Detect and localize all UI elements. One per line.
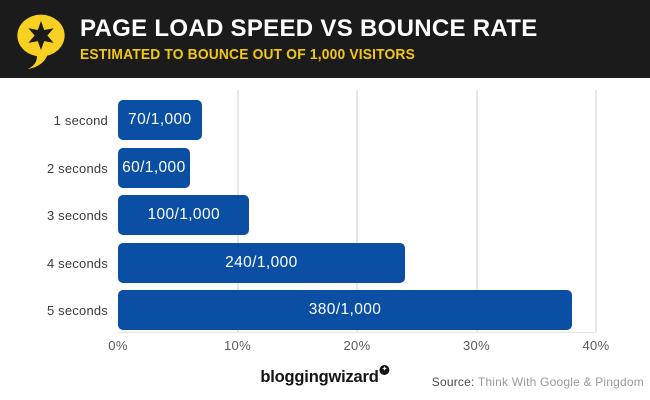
- bar-value-label: 240/1,000: [225, 253, 298, 271]
- source-text: Think With Google & Pingdom: [474, 375, 644, 389]
- source-credit: Source: Think With Google & Pingdom: [432, 375, 644, 389]
- x-tick-40pct: 40%: [582, 338, 610, 353]
- bar-chart-plot: 70/1,000 60/1,000 100/1,000 240/1,000 380/1,…: [118, 90, 597, 333]
- x-tick-30pct: 30%: [463, 338, 490, 353]
- bar-value-label: 380/1,000: [308, 301, 382, 318]
- bar-3-seconds: 100/1,000: [118, 195, 250, 235]
- category-label-4-seconds: 4 seconds: [46, 255, 108, 271]
- title-block: PAGE LOAD SPEED VS BOUNCE RATE ESTIMATED…: [80, 15, 538, 63]
- category-label-2-seconds: 2 seconds: [46, 160, 108, 176]
- bar-value-label: 70/1,000: [128, 111, 192, 128]
- bar-value-label: 100/1,000: [147, 206, 220, 223]
- bar-5-seconds: 380/1,000: [118, 290, 573, 330]
- page-title: PAGE LOAD SPEED VS BOUNCE RATE: [80, 15, 538, 42]
- bar-value-label: 60/1,000: [122, 158, 186, 176]
- x-tick-10pct: 10%: [224, 338, 251, 353]
- x-tick-0pct: 0%: [108, 338, 128, 353]
- gridline-30pct: [475, 90, 478, 332]
- star-badge-icon: ✦: [379, 365, 390, 375]
- category-label-3-seconds: 3 seconds: [46, 208, 108, 223]
- gridline-20pct: [356, 90, 358, 332]
- source-label: Source:: [431, 375, 475, 389]
- bloggingwizard-logo: bloggingwizard ✦: [260, 365, 390, 387]
- header-banner: PAGE LOAD SPEED VS BOUNCE RATE ESTIMATED…: [0, 0, 650, 78]
- x-tick-20pct: 20%: [343, 338, 371, 353]
- x-axis-line: [118, 332, 596, 333]
- bar-4-seconds: 240/1,000: [118, 242, 405, 283]
- page-subtitle: ESTIMATED TO BOUNCE OUT OF 1,000 VISITOR…: [80, 46, 415, 63]
- bar-2-seconds: 60/1,000: [118, 147, 190, 188]
- gridline-40pct: [595, 90, 597, 332]
- speech-bubble-star-icon: [17, 14, 65, 70]
- category-label-1-second: 1 second: [53, 113, 108, 128]
- bar-1-second: 70/1,000: [118, 100, 202, 140]
- brand-text: bloggingwizard: [260, 368, 379, 386]
- category-label-5-seconds: 5 seconds: [46, 303, 108, 318]
